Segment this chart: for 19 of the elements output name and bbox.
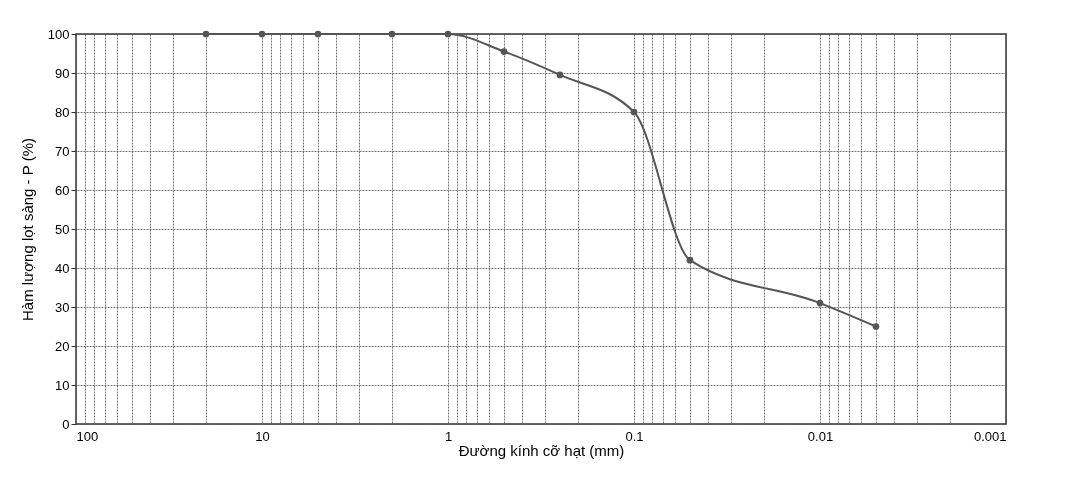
x-axis-title: Đường kính cỡ hạt (mm) xyxy=(458,441,625,459)
y-tick-label: 50 xyxy=(55,221,70,237)
x-tick-label: 1 xyxy=(444,428,453,444)
x-tick-label: 100 xyxy=(76,428,99,444)
y-tick-label: 100 xyxy=(47,26,70,42)
y-tick-label: 10 xyxy=(55,377,70,393)
y-tick-label: 70 xyxy=(55,143,70,159)
y-axis-title: Hàm lượng lọt sàng - P (%) xyxy=(18,138,36,321)
y-tick-label: 60 xyxy=(55,182,70,198)
x-tick-label: 10 xyxy=(255,428,270,444)
y-tick-label: 0 xyxy=(62,416,70,432)
y-tick-label: 40 xyxy=(55,260,70,276)
y-tick-label: 80 xyxy=(55,104,70,120)
y-tick-label: 30 xyxy=(55,299,70,315)
x-tick-label: 0.01 xyxy=(807,428,834,444)
x-tick-label: 0.001 xyxy=(973,428,1007,444)
x-tick-label: 0.1 xyxy=(625,428,644,444)
y-tick-label: 90 xyxy=(55,65,70,81)
y-tick-label: 20 xyxy=(55,338,70,354)
